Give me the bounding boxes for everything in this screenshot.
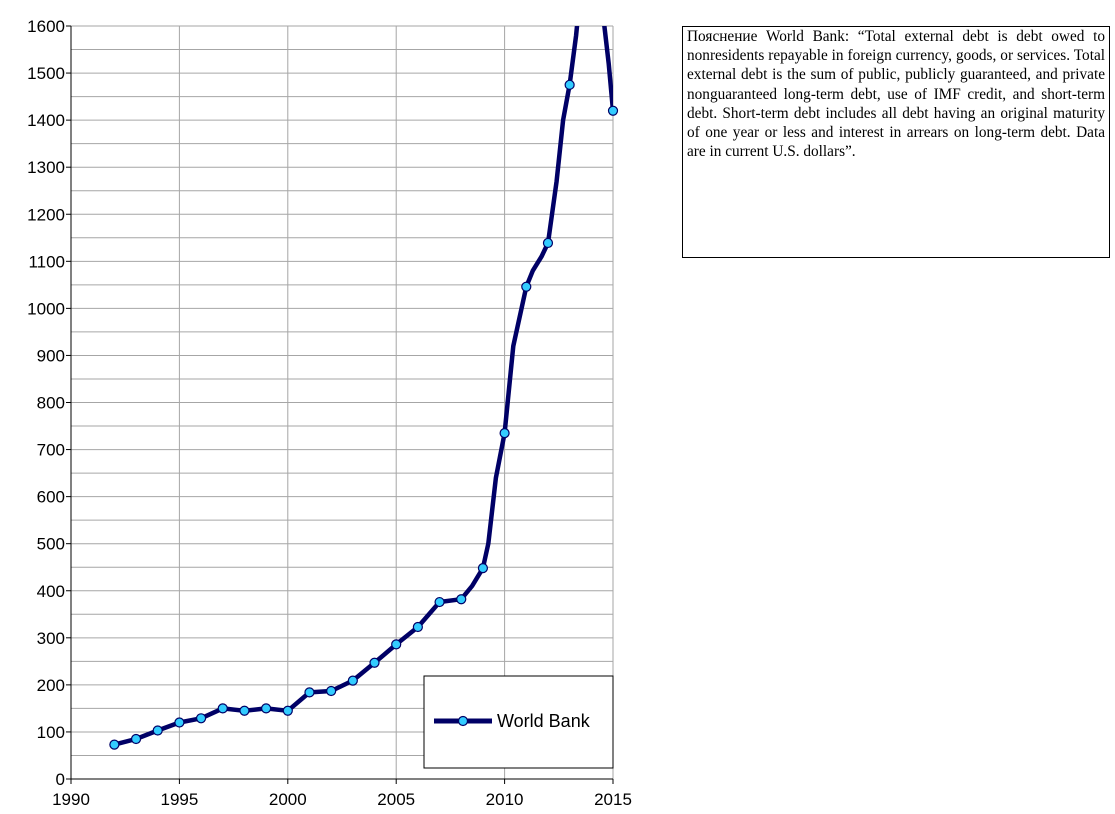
data-point <box>195 713 207 724</box>
y-axis-ticks: 0 100 200 300 400 500 600 700 800 900 1000 1100 1200… <box>27 17 71 789</box>
x-tick-label: 2005 <box>377 790 415 809</box>
series-world-bank-markers <box>109 79 619 750</box>
data-point <box>261 703 272 714</box>
y-tick-label: 1300 <box>27 158 65 177</box>
data-point <box>326 685 337 697</box>
x-tick-label: 2010 <box>486 790 524 809</box>
y-tick-label: 0 <box>56 770 65 789</box>
data-point <box>607 105 619 116</box>
y-tick-label: 900 <box>37 346 65 365</box>
legend-label: World Bank <box>497 711 591 731</box>
y-tick-label: 500 <box>37 535 65 554</box>
y-tick-label: 1600 <box>27 17 65 36</box>
y-tick-label: 400 <box>37 582 65 601</box>
data-point <box>542 237 554 249</box>
data-point <box>152 725 163 736</box>
data-point <box>109 739 120 750</box>
gridlines <box>71 25 614 780</box>
series-world-bank <box>112 26 613 747</box>
data-point <box>434 596 445 608</box>
y-tick-label: 1500 <box>27 64 65 83</box>
legend: World Bank <box>423 675 614 769</box>
legend-marker-swatch <box>457 715 469 727</box>
data-point <box>239 705 250 716</box>
y-tick-label: 600 <box>37 488 65 507</box>
y-tick-label: 700 <box>37 441 65 460</box>
data-point <box>564 79 575 90</box>
y-tick-label: 300 <box>37 629 65 648</box>
x-axis-ticks: 1990 1995 2000 2005 2010 2015 <box>52 779 632 809</box>
data-point <box>130 733 142 745</box>
y-tick-label: 1100 <box>28 252 65 271</box>
data-point <box>477 563 489 574</box>
data-point <box>412 621 423 633</box>
data-point <box>304 687 315 698</box>
data-point <box>521 281 532 292</box>
data-point <box>369 657 380 668</box>
data-point <box>347 675 358 686</box>
data-point <box>174 717 185 728</box>
x-tick-label: 2000 <box>269 790 307 809</box>
x-tick-label: 1995 <box>160 790 198 809</box>
y-tick-label: 800 <box>37 394 65 413</box>
data-point <box>217 703 228 714</box>
series-line <box>112 26 613 747</box>
data-point <box>391 639 402 650</box>
y-tick-label: 200 <box>37 676 65 695</box>
y-tick-label: 1000 <box>27 299 65 318</box>
y-tick-label: 1400 <box>27 111 65 130</box>
data-point <box>499 427 510 439</box>
data-point <box>456 594 467 605</box>
explanation-note: Пояснение World Bank: “Total external de… <box>682 26 1110 258</box>
x-tick-label: 1990 <box>52 790 90 809</box>
y-tick-label: 100 <box>37 723 65 742</box>
y-tick-label: 1200 <box>27 205 65 224</box>
data-point <box>282 705 293 716</box>
x-tick-label: 2015 <box>594 790 632 809</box>
